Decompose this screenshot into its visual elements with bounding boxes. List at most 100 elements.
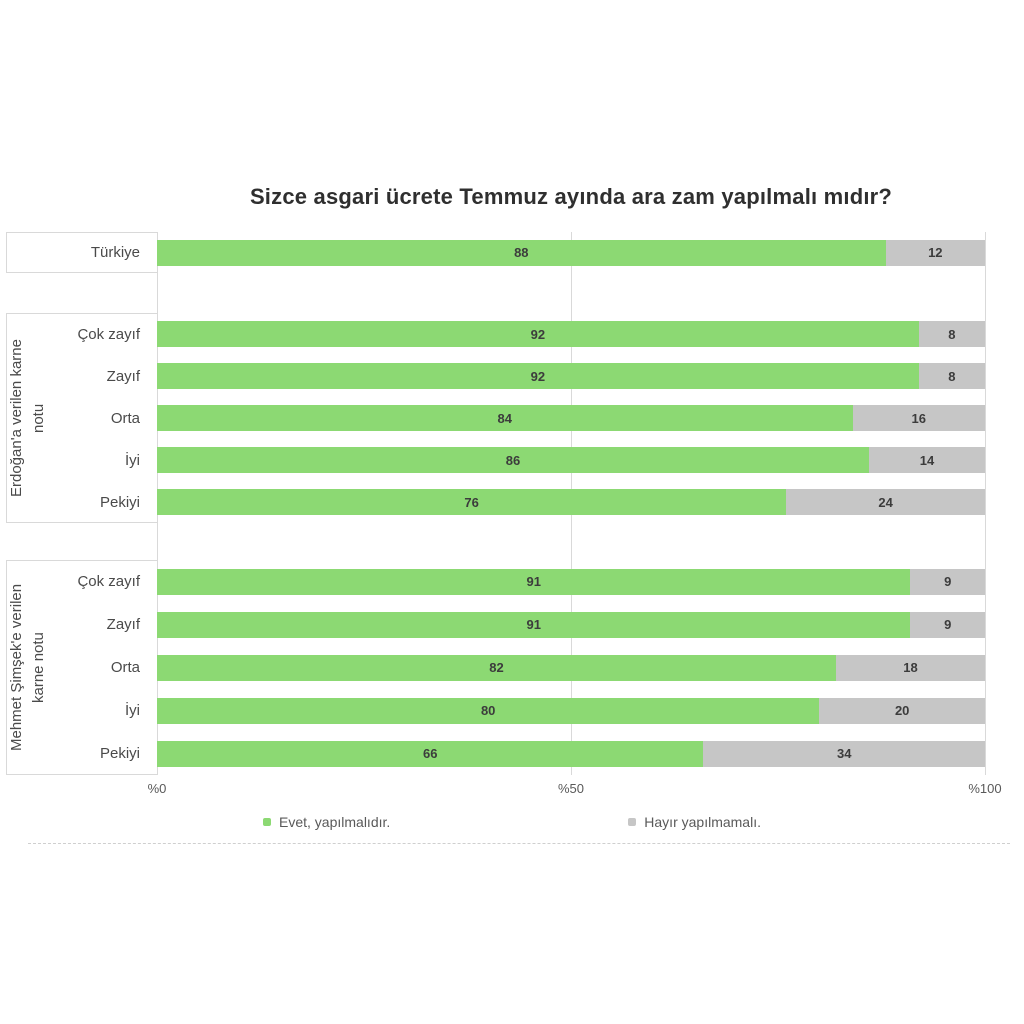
gridline-100: [985, 232, 986, 775]
bar-segment-yes: 76: [157, 489, 787, 515]
bar-segment-no: 9: [910, 568, 985, 595]
bar-row: Pekiyi 66 34: [55, 732, 1024, 775]
bar-track: 80 20: [157, 697, 985, 724]
value-label-no: 24: [878, 494, 893, 510]
bar-segment-yes: 66: [157, 740, 704, 767]
chart-title: Sizce asgari ücrete Temmuz ayında ara za…: [249, 184, 893, 209]
x-tick-50: %50: [557, 781, 585, 796]
bar-segment-yes: 92: [157, 363, 919, 389]
value-label-no: 14: [919, 452, 935, 468]
x-tick-100: %100: [968, 781, 1002, 796]
value-label-yes: 92: [530, 368, 546, 384]
bar-row: Çok zayıf 92 8: [55, 313, 1024, 355]
bar-segment-no: 9: [910, 611, 985, 638]
value-label-yes: 88: [514, 245, 529, 260]
bar-segment-no: 8: [918, 321, 985, 347]
group-spacer: [0, 523, 1024, 560]
category-label: İyi: [125, 451, 140, 469]
bar-segment-yes: 82: [157, 654, 836, 681]
bar-segment-no: 16: [852, 405, 985, 431]
value-label-no: 9: [944, 574, 952, 589]
value-label-yes: 91: [526, 617, 541, 632]
chart-area: Türkiye 88 12 Erdoğan'a verilen karne notu Ç…: [0, 232, 1024, 775]
value-label-no: 9: [944, 617, 952, 632]
value-label-no: 8: [948, 326, 956, 342]
bar-segment-no: 14: [869, 447, 985, 473]
category-label: Orta: [110, 659, 140, 676]
category-label: Zayıf: [106, 616, 140, 633]
bar-row: İyi 80 20: [55, 689, 1024, 732]
bar-row: Zayıf 91 9: [55, 603, 1024, 646]
value-label-no: 8: [948, 368, 956, 384]
bar-segment-yes: 91: [157, 568, 911, 595]
value-label-no: 20: [894, 703, 910, 718]
category-group: Türkiye 88 12: [0, 232, 1024, 273]
bar-segment-yes: 86: [157, 447, 870, 473]
value-label-no: 16: [911, 410, 926, 426]
value-label-yes: 91: [526, 574, 541, 589]
value-label-yes: 80: [480, 703, 496, 718]
bar-track: 92 8: [157, 363, 985, 389]
bar-segment-no: 24: [786, 489, 985, 515]
bar-row: Zayıf 92 8: [55, 355, 1024, 397]
bar-segment-yes: 80: [157, 697, 820, 724]
bar-track: 91 9: [157, 611, 985, 638]
category-label: Pekiyi: [99, 493, 140, 511]
bar-row: Çok zayıf 91 9: [55, 560, 1024, 603]
group-label-text: Erdoğan'a verilen karne notu: [7, 339, 47, 497]
category-label: Çok zayıf: [77, 325, 140, 343]
group-label-text: Mehmet Şimşek'e verilen karne notu: [7, 583, 47, 752]
bar-segment-no: 12: [885, 239, 985, 266]
bar-track: 84 16: [157, 405, 985, 431]
bar-track: 92 8: [157, 321, 985, 347]
category-label: Zayıf: [106, 367, 140, 385]
group-label: [0, 232, 55, 273]
value-label-yes: 86: [505, 452, 521, 468]
group-rows: Türkiye 88 12: [55, 232, 1024, 273]
group-label: Erdoğan'a verilen karne notu: [0, 313, 55, 523]
group-spacer: [0, 273, 1024, 313]
bar-row: Orta 84 16: [55, 397, 1024, 439]
value-label-yes: 84: [497, 410, 512, 426]
bar-segment-no: 20: [819, 697, 985, 724]
bar-segment-no: 34: [703, 740, 985, 767]
bar-track: 66 34: [157, 740, 985, 767]
bar-track: 76 24: [157, 489, 985, 515]
category-label: İyi: [125, 702, 140, 719]
bar-segment-yes: 92: [157, 321, 919, 347]
bar-row: İyi 86 14: [55, 439, 1024, 481]
category-label: Orta: [110, 409, 140, 427]
bar-segment-yes: 88: [157, 239, 886, 266]
bar-track: 82 18: [157, 654, 985, 681]
value-label-no: 34: [836, 746, 852, 761]
category-group: Erdoğan'a verilen karne notu Çok zayıf 92 8…: [0, 313, 1024, 523]
value-label-yes: 82: [489, 660, 504, 675]
value-label-no: 12: [928, 245, 943, 260]
legend-marker-yes-icon: [263, 818, 271, 826]
bar-segment-no: 18: [835, 654, 985, 681]
category-label: Pekiyi: [99, 745, 140, 762]
group-label: Mehmet Şimşek'e verilen karne notu: [0, 560, 55, 775]
bar-row: Türkiye 88 12: [55, 232, 1024, 273]
legend-item-yes: Evet, yapılmalıdır.: [263, 814, 390, 830]
x-axis: %0 %50 %100: [148, 781, 1002, 799]
value-label-yes: 92: [530, 326, 546, 342]
bar-row: Orta 82 18: [55, 646, 1024, 689]
value-label-yes: 76: [464, 494, 479, 510]
legend-label-yes: Evet, yapılmalıdır.: [279, 814, 391, 830]
bar-track: 86 14: [157, 447, 985, 473]
bar-track: 91 9: [157, 568, 985, 595]
bar-segment-yes: 84: [157, 405, 853, 431]
bar-segment-no: 8: [918, 363, 985, 389]
category-label: Çok zayıf: [77, 573, 140, 590]
bar-track: 88 12: [157, 239, 985, 266]
bar-segment-yes: 91: [157, 611, 911, 638]
value-label-no: 18: [903, 660, 918, 675]
value-label-yes: 66: [423, 746, 438, 761]
legend-item-no: Hayır yapılmamalı.: [628, 814, 761, 830]
legend-label-no: Hayır yapılmamalı.: [644, 814, 761, 830]
category-group: Mehmet Şimşek'e verilen karne notu Çok za…: [0, 560, 1024, 775]
category-label: Türkiye: [90, 244, 140, 261]
group-rows: Çok zayıf 92 8 Zayıf 92 8 Orta 84 16 İyi 86 14 Pekiy…: [55, 313, 1024, 523]
bottom-divider: [28, 843, 1010, 844]
